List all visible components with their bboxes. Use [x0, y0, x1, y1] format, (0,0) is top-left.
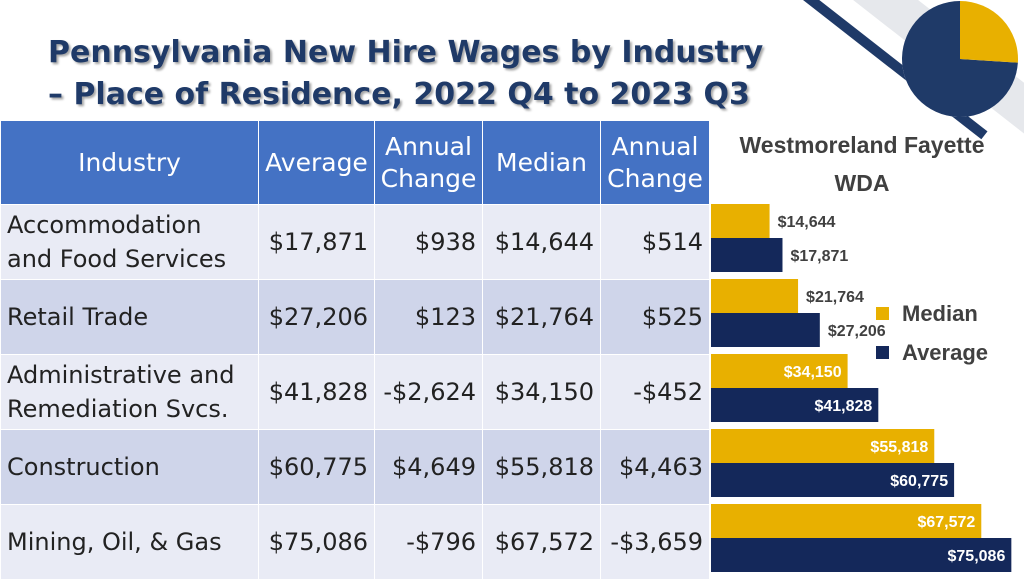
industry-cell: Retail Trade [0, 279, 259, 355]
legend-swatch-median [876, 307, 889, 320]
average-cell: $41,828 [258, 354, 375, 430]
header-annual: Annual [385, 131, 472, 161]
median-change-cell: -$3,659 [600, 504, 710, 580]
pie-logo-icon [902, 1, 1018, 117]
wages-table: Industry Average Annual Change Median Ann… [0, 120, 710, 580]
industry-line: Accommodation [7, 211, 202, 239]
data-label-median: $55,818 [870, 439, 928, 456]
data-label-median: $14,644 [778, 214, 836, 231]
header-median-change: Annual Change [600, 120, 710, 205]
median-change-cell: $525 [600, 279, 710, 355]
industry-cell: Accommodation and Food Services [0, 204, 259, 280]
bar-average [711, 538, 1012, 572]
header-change: Change [607, 163, 703, 193]
median-change-cell: $514 [600, 204, 710, 280]
bar-median [711, 429, 935, 463]
industry-line: Remediation Svcs. [7, 395, 229, 423]
industry-cell: Mining, Oil, & Gas [0, 504, 259, 580]
table-row: Construction $60,775 $4,649 $55,818 $4,4… [0, 429, 710, 505]
industry-cell: Construction [0, 429, 259, 505]
table-row: Mining, Oil, & Gas $75,086 -$796 $67,572… [0, 504, 710, 580]
legend-label-average: Average [902, 339, 989, 365]
average-cell: $60,775 [258, 429, 375, 505]
legend-label-median: Median [902, 300, 978, 326]
average-change-cell: -$2,624 [374, 354, 483, 430]
average-change-cell: $123 [374, 279, 483, 355]
median-change-cell: -$452 [600, 354, 710, 430]
title-line-1: Pennsylvania New Hire Wages by Industry [48, 35, 764, 70]
chart-title-line-1: Westmoreland Fayette [739, 132, 985, 158]
header-median: Median [482, 120, 601, 205]
data-label-average: $17,871 [790, 248, 848, 265]
bar-median [711, 354, 848, 388]
data-label-median: $67,572 [917, 514, 975, 531]
median-cell: $67,572 [482, 504, 601, 580]
bar-average [711, 238, 783, 272]
pie-slice-major [902, 1, 1018, 117]
header-industry: Industry [0, 120, 259, 205]
chart-title: Westmoreland Fayette WDA [712, 126, 1012, 202]
bar-median [711, 204, 770, 238]
legend-item-median: Median [876, 294, 988, 333]
average-change-cell: $938 [374, 204, 483, 280]
chart-title-line-2: WDA [834, 170, 890, 196]
median-change-cell: $4,463 [600, 429, 710, 505]
legend-item-average: Average [876, 333, 988, 372]
data-label-median: $34,150 [784, 364, 842, 381]
header-average-change: Annual Change [374, 120, 483, 205]
median-cell: $55,818 [482, 429, 601, 505]
table-row: Administrative and Remediation Svcs. $41,… [0, 354, 710, 430]
pie-slice-minor [960, 1, 1018, 63]
legend-swatch-average [876, 346, 889, 359]
bar-median [711, 279, 799, 313]
industry-line: and Food Services [7, 245, 227, 273]
table-row: Retail Trade $27,206 $123 $21,764 $525 [0, 279, 710, 355]
bar-average [711, 463, 955, 497]
page-title: Pennsylvania New Hire Wages by Industry … [48, 32, 888, 116]
data-label-average: $75,086 [948, 548, 1006, 565]
average-cell: $27,206 [258, 279, 375, 355]
data-label-average: $60,775 [890, 473, 948, 490]
average-change-cell: -$796 [374, 504, 483, 580]
median-cell: $21,764 [482, 279, 601, 355]
data-label-average: $41,828 [814, 398, 872, 415]
bar-average [711, 388, 879, 422]
bar-average [711, 313, 820, 347]
data-label-median: $21,764 [806, 289, 864, 306]
median-cell: $14,644 [482, 204, 601, 280]
header-average: Average [258, 120, 375, 205]
header-change: Change [380, 163, 477, 193]
industry-line: Administrative and [7, 361, 235, 389]
chart-legend: Median Average [876, 294, 988, 372]
bar-median [711, 504, 982, 538]
header-annual: Annual [611, 131, 699, 161]
average-cell: $17,871 [258, 204, 375, 280]
table-row: Accommodation and Food Services $17,871 $… [0, 204, 710, 280]
average-cell: $75,086 [258, 504, 375, 580]
median-cell: $34,150 [482, 354, 601, 430]
data-label-average: $27,206 [828, 323, 886, 340]
title-line-2: – Place of Residence, 2022 Q4 to 2023 Q3 [48, 77, 750, 112]
table-header-row: Industry Average Annual Change Median Ann… [0, 120, 710, 205]
